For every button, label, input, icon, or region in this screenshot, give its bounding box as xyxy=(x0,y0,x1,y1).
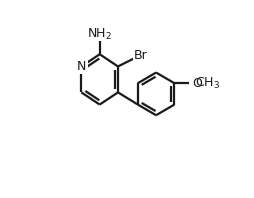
Text: N: N xyxy=(77,60,86,73)
Text: CH$_3$: CH$_3$ xyxy=(195,76,220,91)
Text: Br: Br xyxy=(134,49,148,62)
Text: O: O xyxy=(192,77,202,90)
Text: NH$_2$: NH$_2$ xyxy=(87,27,112,42)
